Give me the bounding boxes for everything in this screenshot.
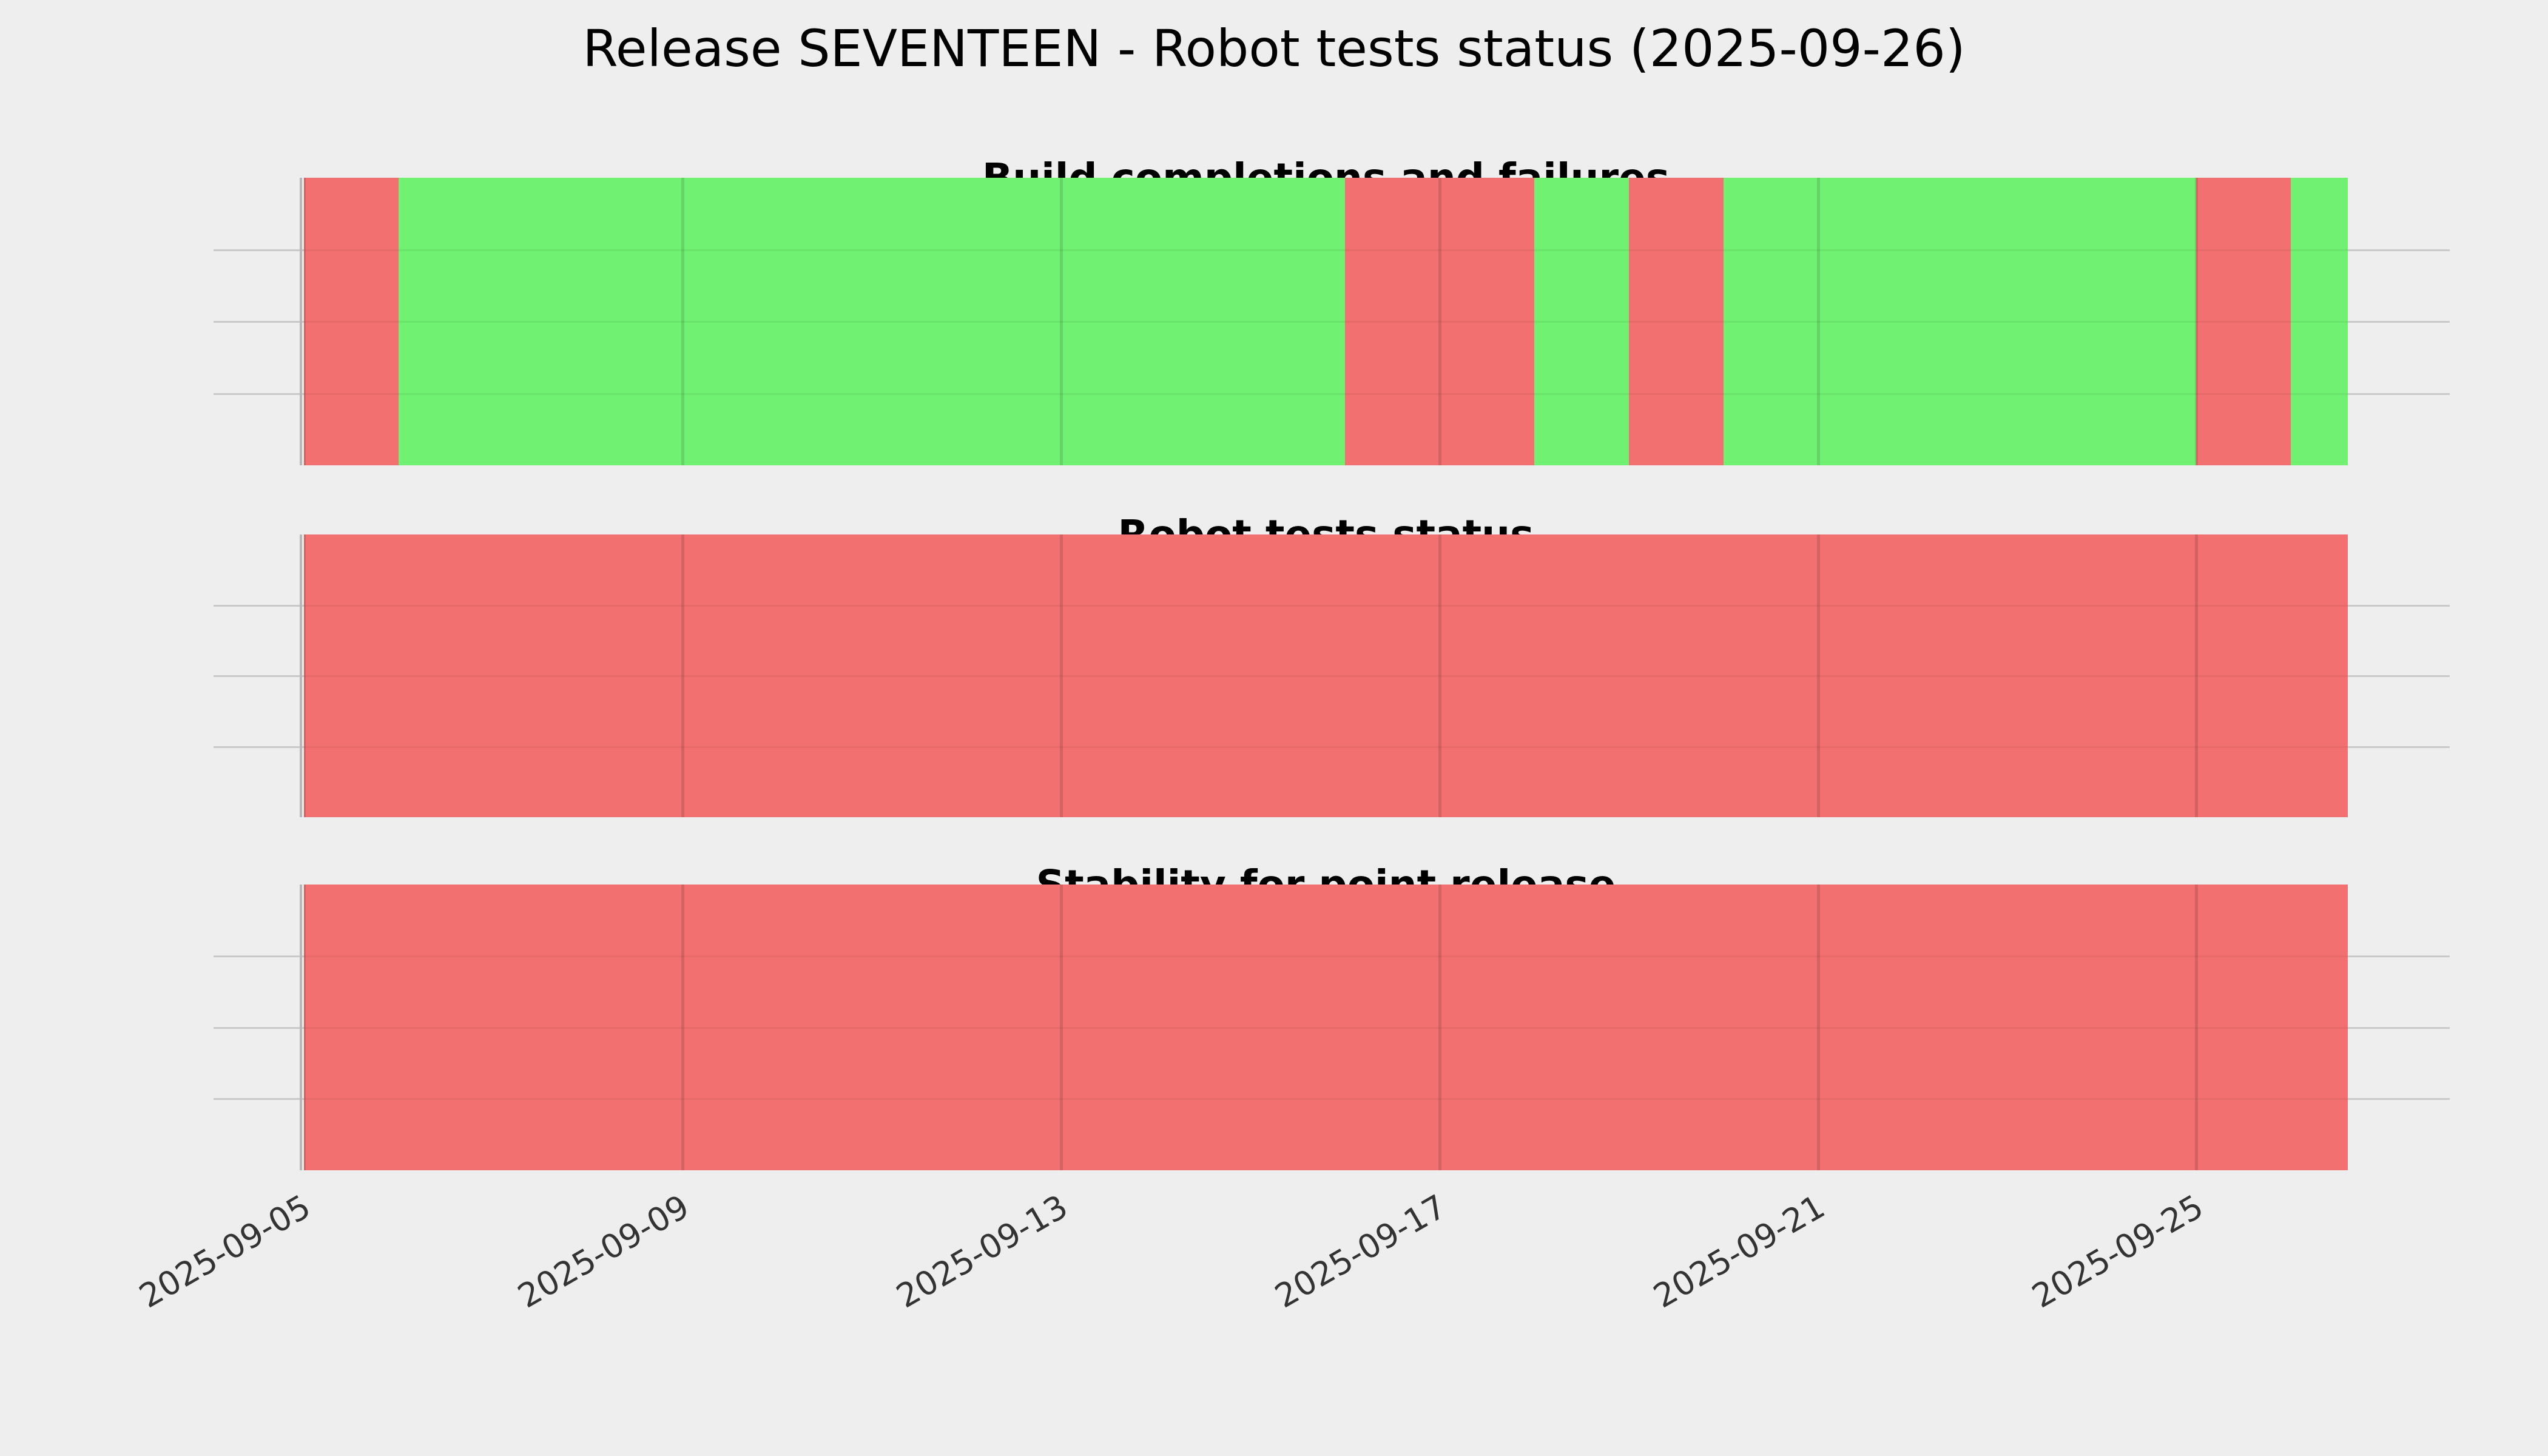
x-gridline (1816, 534, 1820, 817)
timeline-build-completions (304, 178, 2348, 465)
y-gridline-overlay (304, 675, 2348, 677)
status-segment-pass (2291, 178, 2348, 465)
y-gridline-overlay (304, 955, 2348, 957)
x-tick-labels: 2025-09-05 2025-09-09 2025-09-13 2025-09-17… (133, 1170, 2348, 1425)
status-segment-fail (304, 178, 399, 465)
x-gridline (2195, 885, 2199, 1170)
status-segment-fail (304, 885, 2348, 1170)
y-gridline-overlay (304, 249, 2348, 251)
x-gridline (1059, 534, 1063, 817)
x-tick-label: 2025-09-17 (1268, 1187, 1453, 1316)
x-gridline (681, 885, 684, 1170)
x-gridline (1059, 178, 1063, 465)
status-segment-fail (304, 534, 2348, 817)
status-segment-pass (398, 178, 1345, 465)
x-tick-label: 2025-09-13 (889, 1187, 1074, 1316)
x-gridline (681, 178, 684, 465)
status-segment-fail (1628, 178, 1724, 465)
x-gridline (1438, 534, 1441, 817)
timeline-stability (304, 885, 2348, 1170)
y-gridline-overlay (304, 604, 2348, 607)
x-gridline (1438, 885, 1441, 1170)
subplot-build-completions: Build completions and failures (0, 156, 2548, 465)
x-tick-label: 2025-09-25 (2025, 1187, 2209, 1316)
status-segment-pass (1723, 178, 2197, 465)
y-axis-spine (300, 534, 302, 817)
y-gridline-overlay (304, 393, 2348, 395)
y-gridline-overlay (304, 1026, 2348, 1029)
subplot-robot-tests: Robot tests status (0, 513, 2548, 817)
y-axis-spine (300, 178, 302, 465)
x-gridline (2195, 178, 2199, 465)
status-segment-pass (1534, 178, 1629, 465)
x-gridline (2195, 534, 2199, 817)
subplot-stability: Stability for point release (0, 863, 2548, 1170)
y-gridline-overlay (304, 746, 2348, 748)
x-gridline (304, 534, 306, 817)
chart-title: Release SEVENTEEN - Robot tests status (… (582, 19, 1966, 78)
x-tick-label: 2025-09-09 (511, 1187, 696, 1316)
x-gridline (1816, 885, 1820, 1170)
x-tick-label: 2025-09-05 (133, 1187, 317, 1316)
x-tick-label: 2025-09-21 (1646, 1187, 1832, 1316)
x-gridline (1059, 885, 1063, 1170)
x-gridline (304, 885, 306, 1170)
x-gridline (1438, 178, 1441, 465)
status-segment-fail (1344, 178, 1534, 465)
status-segment-fail (2196, 178, 2291, 465)
y-gridline-overlay (304, 1098, 2348, 1100)
y-gridline-overlay (304, 321, 2348, 323)
y-axis-spine (300, 885, 302, 1170)
x-gridline (681, 534, 684, 817)
x-gridline (304, 178, 306, 465)
x-gridline (1816, 178, 1820, 465)
timeline-robot-tests (304, 534, 2348, 817)
